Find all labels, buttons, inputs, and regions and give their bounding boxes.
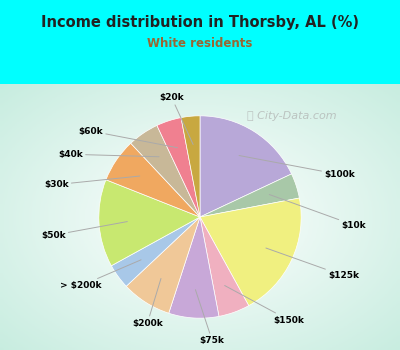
Text: Income distribution in Thorsby, AL (%): Income distribution in Thorsby, AL (%) bbox=[41, 15, 359, 30]
Wedge shape bbox=[157, 118, 200, 217]
Text: $20k: $20k bbox=[159, 93, 193, 145]
Text: $75k: $75k bbox=[196, 290, 224, 345]
Text: $100k: $100k bbox=[239, 155, 355, 179]
Text: $125k: $125k bbox=[266, 248, 359, 280]
Text: $10k: $10k bbox=[269, 195, 366, 230]
Text: ⓘ City-Data.com: ⓘ City-Data.com bbox=[247, 111, 337, 121]
Wedge shape bbox=[181, 116, 200, 217]
Text: $40k: $40k bbox=[58, 150, 159, 159]
Wedge shape bbox=[111, 217, 200, 286]
Wedge shape bbox=[169, 217, 219, 318]
Wedge shape bbox=[200, 217, 249, 316]
Wedge shape bbox=[131, 125, 200, 217]
Text: $150k: $150k bbox=[225, 286, 304, 325]
Wedge shape bbox=[126, 217, 200, 313]
Text: White residents: White residents bbox=[147, 37, 253, 50]
Text: > $200k: > $200k bbox=[60, 260, 141, 290]
Text: $30k: $30k bbox=[44, 176, 140, 189]
Wedge shape bbox=[99, 180, 200, 266]
Text: $60k: $60k bbox=[78, 126, 178, 148]
Wedge shape bbox=[200, 116, 292, 217]
Wedge shape bbox=[200, 174, 299, 217]
Wedge shape bbox=[106, 143, 200, 217]
Text: $200k: $200k bbox=[132, 279, 163, 328]
Wedge shape bbox=[200, 198, 301, 306]
Text: $50k: $50k bbox=[41, 222, 127, 240]
